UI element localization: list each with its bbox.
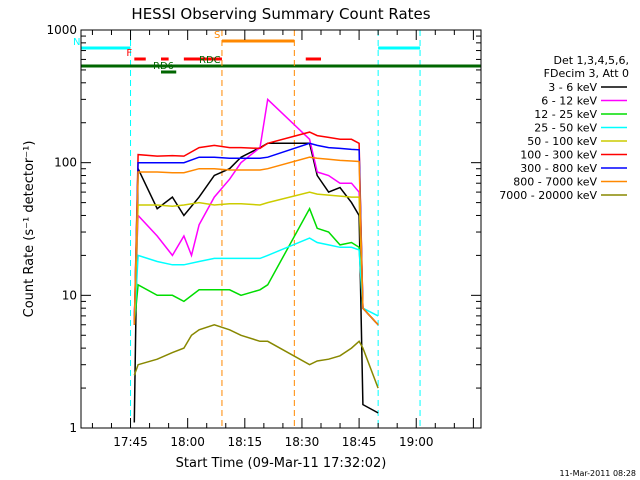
series-line [133,206,379,326]
mode-label: F [126,48,132,59]
legend-entry-label: 100 - 300 keV [520,149,597,162]
legend-entry-label: 7000 - 20000 keV [499,189,597,202]
x-axis: 17:45 18:00 18:15 18:30 18:45 19:00 [91,30,474,449]
y-tick-label: 10 [62,288,77,302]
x-tick-label: 19:00 [399,435,434,449]
series-line [133,237,379,325]
y-tick-label: 1000 [46,23,77,37]
legend-entry-label: 50 - 100 keV [527,135,597,148]
legend-entry-label: 800 - 7000 keV [513,176,597,189]
mode-label: RDC [199,55,221,66]
x-tick-label: 18:15 [228,435,263,449]
y-tick-label: 1 [69,421,77,435]
legend-entry-label: 300 - 800 keV [520,162,597,175]
legend-entry-label: 6 - 12 keV [541,95,597,108]
series-line [133,131,379,326]
legend: Det 1,3,4,5,6, FDecim 3, Att 0 3 - 6 keV… [499,54,629,202]
x-axis-label: Start Time (09-Mar-11 17:32:02) [176,456,387,471]
series-line [133,142,379,423]
x-tick-label: 18:45 [342,435,377,449]
legend-header-line-1: Det 1,3,4,5,6, [553,54,629,67]
y-axis: 1 10 100 1000 [46,23,481,435]
plot-frame [80,29,482,429]
series-line [133,97,379,326]
y-tick-label: 100 [54,156,77,170]
series-line [133,156,379,326]
x-tick-label: 18:00 [170,435,205,449]
footer-timestamp: 11-Mar-2011 08:28 [560,469,637,478]
annotation-layer: NFRD6RDCS [73,30,481,428]
mode-label: N [73,37,80,48]
series-line [133,142,379,326]
legend-entry-label: 3 - 6 keV [548,81,597,94]
y-axis-label: Count Rate (s⁻¹ detector⁻¹) [22,141,37,318]
legend-entry-label: 25 - 50 keV [534,122,597,135]
x-tick-label: 17:45 [113,435,148,449]
series-layer [133,97,379,423]
mode-label: S [214,30,220,41]
series-line [133,191,379,326]
series-line [133,324,379,389]
legend-entry-label: 12 - 25 keV [534,108,597,121]
chart-title: HESSI Observing Summary Count Rates [131,5,430,23]
x-tick-label: 18:30 [285,435,320,449]
legend-header-line-2: FDecim 3, Att 0 [544,67,629,80]
